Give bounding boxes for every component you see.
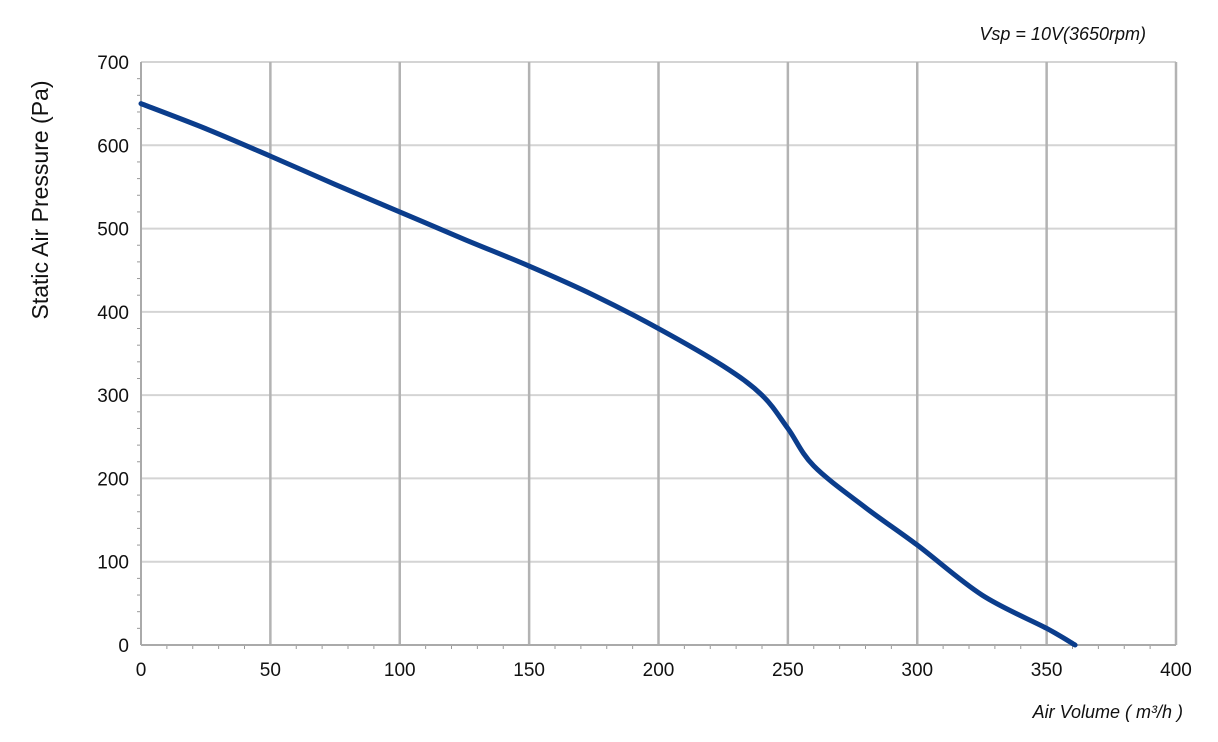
- x-tick-label: 350: [1031, 660, 1063, 681]
- x-tick-label: 200: [643, 660, 675, 681]
- x-tick-label: 250: [772, 660, 804, 681]
- series-line: [138, 101, 1078, 648]
- x-tick-label: 50: [260, 660, 281, 681]
- y-axis-title: Static Air Pressure (Pa): [27, 80, 53, 319]
- y-tick-label: 400: [97, 303, 129, 324]
- y-tick-label: 0: [118, 636, 129, 657]
- x-tick-label: 100: [384, 660, 416, 681]
- x-axis-title: Air Volume ( m³/h ): [1032, 702, 1183, 722]
- y-tick-label: 600: [97, 136, 129, 157]
- grid: [141, 61, 1178, 645]
- y-tick-label: 500: [97, 220, 129, 241]
- chart-annotation: Vsp = 10V(3650rpm): [979, 24, 1146, 44]
- series: [138, 101, 1078, 648]
- y-tick-label: 300: [97, 386, 129, 407]
- minor-ticks: [137, 78, 1151, 649]
- x-tick-label: 400: [1160, 660, 1192, 681]
- x-tick-label: 150: [513, 660, 545, 681]
- axes: [140, 62, 1176, 646]
- y-tick-labels: 0 100 200 300 400 500 600 700: [97, 53, 129, 657]
- y-tick-label: 700: [97, 53, 129, 74]
- y-tick-label: 200: [97, 469, 129, 490]
- x-tick-label: 0: [136, 660, 147, 681]
- x-tick-labels: 0 50 100 150 200 250 300 350 400: [136, 660, 1192, 681]
- x-tick-label: 300: [901, 660, 933, 681]
- y-tick-label: 100: [97, 553, 129, 574]
